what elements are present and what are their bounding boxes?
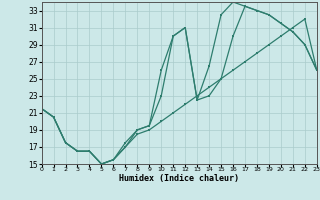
- X-axis label: Humidex (Indice chaleur): Humidex (Indice chaleur): [119, 174, 239, 183]
